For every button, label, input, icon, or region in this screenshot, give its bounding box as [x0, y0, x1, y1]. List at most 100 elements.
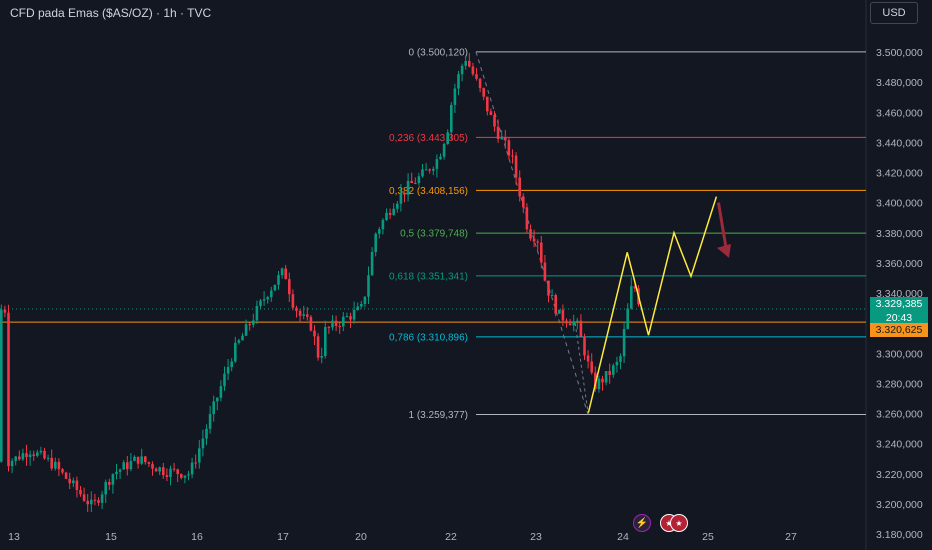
- candle-body: [18, 456, 21, 460]
- chart-title: CFD pada Emas ($AS/OZ) · 1h · TVC: [10, 6, 212, 20]
- candle-body: [262, 299, 266, 301]
- y-tick-label: 3.420,000: [876, 168, 923, 180]
- candle-body: [133, 456, 136, 461]
- candle-body: [46, 457, 50, 459]
- candle-body: [0, 309, 3, 462]
- candle-body: [147, 462, 151, 464]
- candle-body: [223, 373, 226, 387]
- candle-body: [478, 78, 482, 89]
- candle-body: [86, 500, 89, 505]
- candle-body: [568, 323, 572, 326]
- candle-body: [543, 262, 547, 281]
- projection-arrow-head: [717, 243, 731, 258]
- candle-body: [396, 203, 399, 209]
- candle-body: [226, 367, 230, 374]
- candle-body: [597, 378, 601, 390]
- candle-body: [187, 474, 190, 476]
- candle-body: [302, 314, 305, 316]
- y-tick-label: 3.240,000: [876, 439, 923, 451]
- candle-body: [475, 74, 478, 79]
- candle-body: [367, 275, 370, 297]
- x-tick-label: 20: [355, 531, 367, 543]
- y-tick-label: 3.300,000: [876, 348, 923, 360]
- candle-body: [270, 290, 273, 298]
- candle-body: [540, 242, 543, 263]
- candle-body: [370, 252, 374, 276]
- candle-body: [482, 88, 485, 97]
- candle-body: [100, 494, 104, 503]
- x-tick-label: 13: [8, 531, 20, 543]
- candle-body: [151, 463, 154, 469]
- candle-body: [162, 467, 165, 476]
- candle-body: [511, 155, 514, 157]
- candle-body: [169, 468, 172, 478]
- candle-body: [205, 428, 208, 439]
- candle-body: [122, 462, 125, 470]
- candle-body: [626, 308, 629, 330]
- candle-body: [93, 499, 97, 501]
- candle-body: [316, 336, 320, 358]
- candle-body: [406, 180, 410, 195]
- currency-button[interactable]: USD: [870, 2, 918, 24]
- candle-body: [108, 482, 111, 485]
- candle-body: [10, 460, 14, 467]
- candle-body: [104, 482, 107, 495]
- candle-body: [460, 65, 464, 75]
- y-tick-label: 3.220,000: [876, 469, 923, 481]
- candle-body: [54, 461, 57, 469]
- candle-body: [194, 462, 197, 464]
- candle-body: [536, 241, 539, 243]
- fib-level-label: 0,5 (3.379,748): [400, 229, 468, 240]
- candle-body: [334, 320, 338, 327]
- candle-body: [403, 192, 406, 195]
- candle-body: [352, 310, 356, 320]
- candle-body: [608, 371, 611, 375]
- candle-body: [219, 386, 223, 398]
- us-flag-icon-2[interactable]: ★: [670, 514, 688, 532]
- projection-path: [587, 196, 718, 414]
- candle-body: [381, 220, 385, 230]
- candle-body: [129, 460, 133, 470]
- candle-body: [291, 294, 295, 308]
- candle-body: [547, 280, 550, 296]
- candle-body: [180, 474, 183, 478]
- candle-body: [277, 275, 280, 285]
- candle-body: [464, 60, 467, 66]
- candle-body: [421, 169, 424, 177]
- candle-body: [424, 169, 428, 171]
- candle-body: [604, 371, 608, 383]
- x-tick-label: 23: [530, 531, 542, 543]
- candle-body: [338, 326, 341, 328]
- y-tick-label: 3.440,000: [876, 137, 923, 149]
- y-tick-label: 3.480,000: [876, 77, 923, 89]
- candle-body: [75, 480, 79, 490]
- candle-body: [25, 453, 28, 458]
- candle-body: [583, 336, 586, 356]
- candle-body: [140, 456, 143, 464]
- fib-level-label: 0,382 (3.408,156): [389, 186, 468, 197]
- candle-body: [558, 309, 561, 314]
- candle-body: [198, 448, 201, 463]
- candle-body: [158, 467, 161, 472]
- candle-body: [324, 327, 327, 357]
- lightning-icon[interactable]: ⚡: [633, 514, 651, 532]
- candle-body: [244, 324, 248, 336]
- candle-body: [554, 295, 557, 314]
- candle-body: [522, 196, 525, 208]
- candle-body: [144, 456, 147, 463]
- candle-body: [43, 450, 46, 459]
- projection-arrow-shaft: [717, 202, 728, 249]
- candle-body: [630, 286, 633, 309]
- candle-body: [457, 74, 460, 89]
- candle-body: [288, 279, 291, 295]
- candle-body: [39, 450, 43, 453]
- candle-body: [82, 494, 86, 501]
- y-tick-label: 3.360,000: [876, 258, 923, 270]
- candle-body: [208, 414, 212, 429]
- candle-body: [79, 489, 82, 495]
- candle-body: [590, 361, 593, 373]
- candle-body: [216, 397, 219, 402]
- candle-body: [572, 321, 575, 326]
- candle-body: [90, 499, 93, 505]
